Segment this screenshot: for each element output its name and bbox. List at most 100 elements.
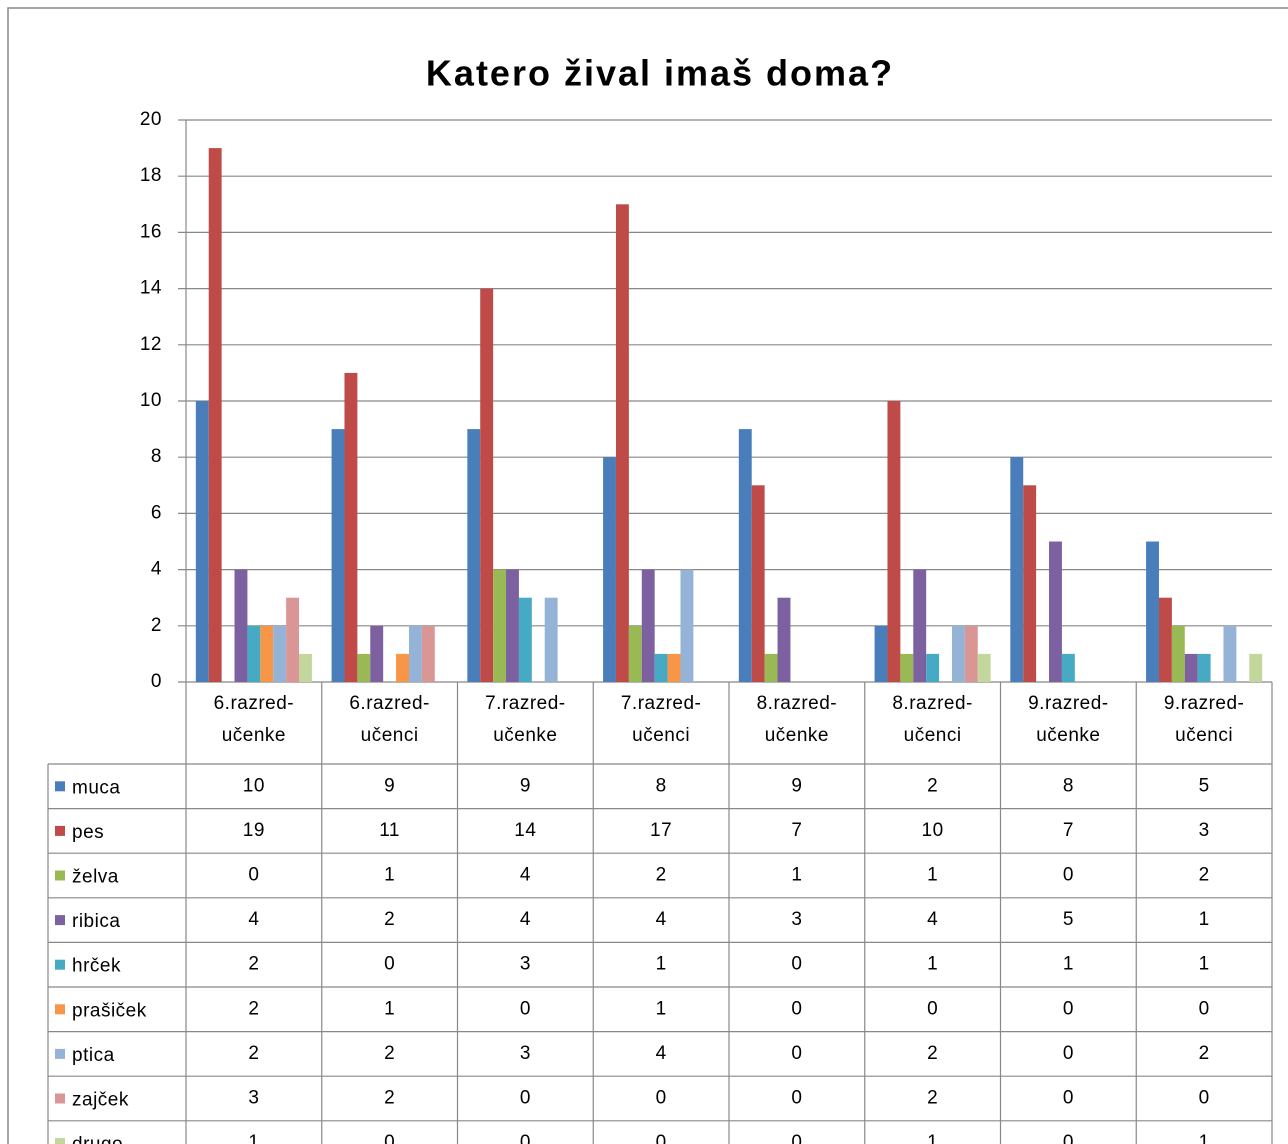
- table-value: 1: [384, 998, 395, 1019]
- bar: [1184, 653, 1198, 682]
- table-value: 0: [1063, 865, 1074, 886]
- bar: [964, 625, 978, 682]
- table-value: 1: [248, 1132, 259, 1144]
- table-value: 5: [1063, 909, 1074, 930]
- table-value: 0: [656, 1132, 667, 1144]
- legend-key: [55, 1048, 65, 1059]
- y-tick-label: 16: [140, 221, 162, 242]
- table-value: 1: [927, 865, 938, 886]
- table-value: 7: [791, 820, 802, 841]
- table-value: 1: [1199, 909, 1210, 930]
- table-value: 0: [791, 1132, 802, 1144]
- table-value: 0: [1063, 1132, 1074, 1144]
- table-value: 1: [656, 954, 667, 975]
- table-value: 19: [243, 820, 265, 841]
- y-tick-label: 20: [140, 109, 162, 130]
- bar: [1061, 653, 1075, 682]
- table-value: 2: [927, 1043, 938, 1064]
- bar: [506, 569, 519, 682]
- bar: [1023, 485, 1037, 682]
- bar: [247, 625, 261, 682]
- bar: [641, 569, 655, 682]
- x-tick-label: 8.razred-učenke: [756, 693, 838, 746]
- table-value: 2: [1199, 865, 1210, 886]
- y-tick-label: 6: [151, 502, 162, 523]
- legend-key: [55, 781, 65, 792]
- bar: [286, 597, 300, 682]
- table-value: 7: [1063, 820, 1074, 841]
- table-value: 0: [1063, 998, 1074, 1019]
- table-value: 4: [656, 1043, 667, 1064]
- table-value: 0: [791, 998, 802, 1019]
- y-tick-label: 4: [151, 559, 162, 580]
- table-value: 0: [1199, 1088, 1210, 1109]
- table-value: 1: [791, 865, 802, 886]
- bar: [234, 569, 248, 682]
- table-value: 0: [927, 998, 938, 1019]
- bar: [1010, 457, 1024, 682]
- legend-label: prašiček: [72, 1000, 147, 1021]
- table-value: 0: [520, 998, 531, 1019]
- legend-key: [55, 1004, 65, 1015]
- bar: [654, 653, 668, 682]
- table-value: 3: [248, 1088, 259, 1109]
- y-tick-label: 12: [140, 334, 162, 355]
- bar: [628, 625, 642, 682]
- bar: [480, 288, 494, 682]
- table-value: 4: [927, 909, 938, 930]
- table-value: 4: [520, 909, 531, 930]
- table-value: 1: [656, 998, 667, 1019]
- table-value: 2: [248, 1043, 259, 1064]
- table-value: 2: [384, 1043, 395, 1064]
- bar: [738, 429, 752, 682]
- table-value: 0: [656, 1088, 667, 1109]
- table-value: 3: [520, 1043, 531, 1064]
- bar: [777, 597, 791, 682]
- table-value: 10: [922, 820, 944, 841]
- legend-key: [55, 915, 65, 926]
- bar: [874, 625, 888, 682]
- bar: [299, 653, 312, 682]
- x-tick-label: 6.razred-učenke: [213, 693, 295, 746]
- table-value: 1: [1063, 954, 1074, 975]
- bar: [1171, 625, 1185, 682]
- bar: [977, 653, 991, 682]
- table-value: 1: [927, 1132, 938, 1144]
- bar: [1197, 653, 1211, 682]
- x-tick-label: 6.razred-učenci: [349, 693, 430, 746]
- y-tick-label: 2: [151, 615, 162, 636]
- legend-key: [55, 959, 65, 970]
- legend-label: ptica: [72, 1045, 115, 1066]
- legend-key: [55, 870, 65, 881]
- x-tick-label: 9.razred-učenke: [1028, 693, 1109, 746]
- bar: [1158, 597, 1172, 682]
- table-value: 0: [520, 1132, 531, 1144]
- legend-label: želva: [72, 867, 119, 888]
- legend-label: zajček: [72, 1090, 129, 1111]
- bar: [273, 625, 287, 682]
- bar: [900, 653, 914, 682]
- table-value: 2: [384, 1088, 395, 1109]
- table-value: 9: [791, 775, 802, 796]
- legend-label: hrček: [72, 956, 121, 977]
- table-value: 1: [1199, 1132, 1210, 1144]
- y-tick-label: 14: [140, 278, 162, 299]
- bar: [544, 597, 558, 682]
- bar: [408, 625, 422, 682]
- legend-label: pes: [72, 822, 104, 843]
- bar: [1223, 625, 1237, 682]
- table-value: 5: [1199, 775, 1210, 796]
- table-value: 8: [1063, 775, 1074, 796]
- table-value: 1: [1199, 954, 1210, 975]
- table-value: 10: [243, 775, 265, 796]
- table-value: 1: [927, 954, 938, 975]
- legend-key: [55, 1138, 65, 1144]
- table-value: 11: [379, 820, 400, 841]
- table-value: 14: [514, 820, 536, 841]
- bar: [344, 372, 358, 682]
- bar: [1249, 653, 1263, 682]
- table-value: 0: [1063, 1043, 1074, 1064]
- legend-key: [55, 1093, 65, 1104]
